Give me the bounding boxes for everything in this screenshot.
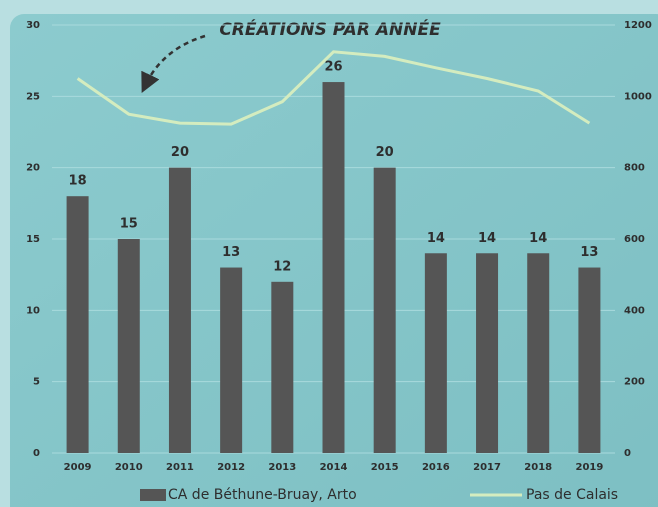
value-label: 13: [580, 245, 598, 260]
chart-title: CRÉATIONS PAR ANNÉE: [219, 18, 441, 40]
bar: [66, 196, 89, 453]
value-label: 20: [171, 145, 189, 160]
y2-tick-label: 200: [624, 377, 645, 388]
x-tick-label: 2015: [371, 462, 399, 473]
bar: [476, 253, 499, 453]
bar: [527, 253, 550, 453]
y-tick-label: 0: [33, 448, 40, 459]
value-label: 14: [478, 231, 496, 246]
value-label: 14: [529, 231, 547, 246]
value-label: 14: [427, 231, 445, 246]
bar: [322, 82, 345, 454]
bar: [373, 167, 396, 453]
bar: [424, 253, 447, 453]
value-label: 18: [69, 174, 87, 189]
y-tick-label: 30: [26, 20, 40, 31]
y-tick-label: 5: [33, 377, 40, 388]
legend-swatch: [140, 489, 166, 501]
x-tick-label: 2016: [422, 462, 450, 473]
bar: [117, 239, 140, 453]
x-tick-label: 2019: [575, 462, 603, 473]
y2-tick-label: 800: [624, 163, 645, 174]
y2-tick-label: 400: [624, 305, 645, 316]
y2-tick-label: 1000: [624, 91, 652, 102]
x-tick-label: 2014: [320, 462, 348, 473]
bar: [578, 267, 601, 453]
value-label: 15: [120, 217, 138, 232]
y-tick-label: 20: [26, 163, 40, 174]
legend-label: Pas de Calais: [526, 487, 618, 503]
x-tick-label: 2012: [217, 462, 245, 473]
y-tick-label: 25: [26, 91, 40, 102]
y-tick-label: 10: [26, 305, 40, 316]
x-tick-label: 2011: [166, 462, 194, 473]
y2-tick-label: 0: [624, 448, 631, 459]
y-tick-label: 15: [26, 234, 40, 245]
bar: [168, 167, 191, 453]
x-tick-label: 2013: [268, 462, 296, 473]
value-label: 13: [222, 245, 240, 260]
x-tick-label: 2009: [64, 462, 92, 473]
x-tick-label: 2018: [524, 462, 552, 473]
y2-tick-label: 600: [624, 234, 645, 245]
value-label: 26: [324, 60, 342, 75]
legend-label: CA de Béthune-Bruay, Arto: [168, 487, 357, 503]
value-label: 12: [273, 259, 291, 274]
y2-tick-label: 1200: [624, 20, 652, 31]
bar: [271, 281, 294, 453]
bar: [220, 267, 243, 453]
x-tick-label: 2017: [473, 462, 501, 473]
line: [76, 50, 591, 126]
x-tick-label: 2010: [115, 462, 143, 473]
value-label: 20: [376, 145, 394, 160]
